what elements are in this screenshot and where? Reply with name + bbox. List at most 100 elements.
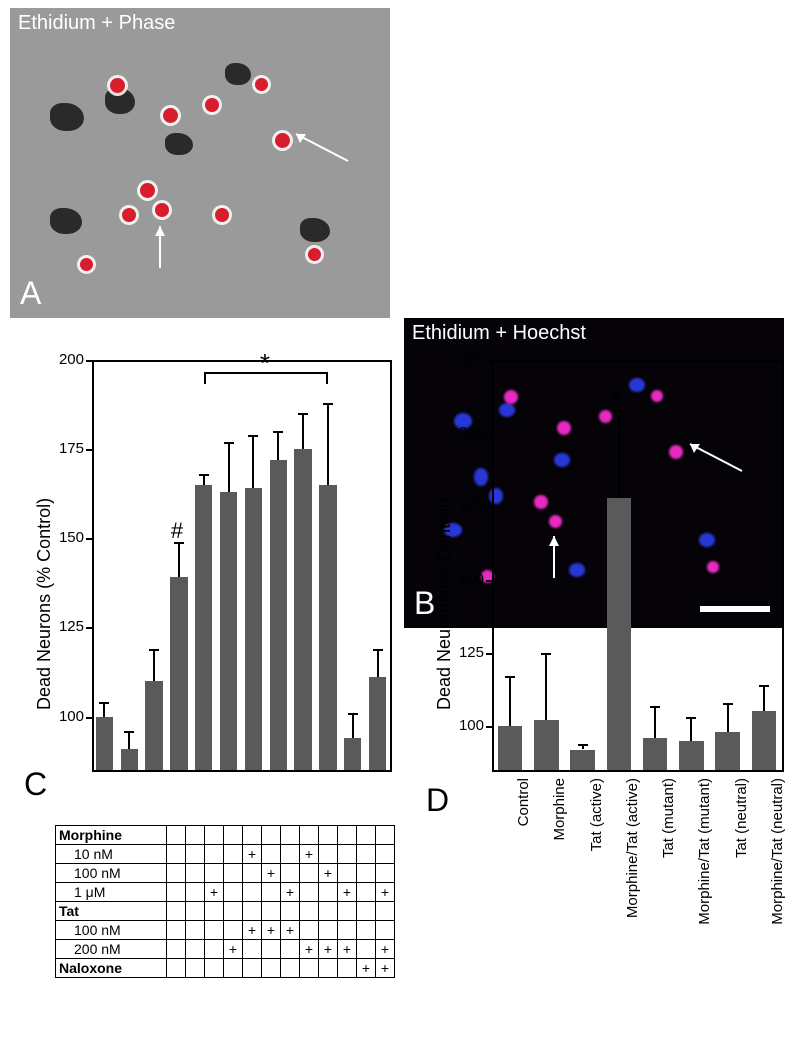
cond-cell	[186, 940, 205, 959]
neuron	[50, 103, 84, 131]
bar	[643, 738, 668, 770]
cond-cell: +	[262, 864, 281, 883]
cond-cell	[357, 864, 376, 883]
cond-cell	[167, 883, 186, 902]
ytick-label: 200	[448, 424, 484, 441]
ethidium-dot	[80, 258, 93, 271]
sig-mark: *	[611, 382, 622, 414]
cond-cell	[167, 921, 186, 940]
cond-cell	[319, 959, 338, 978]
cond-cell	[205, 921, 224, 940]
bar	[245, 488, 262, 770]
panel-c-chart: 100125150175200Dead Neurons (% Control)#…	[20, 350, 395, 790]
cond-cell	[186, 921, 205, 940]
neuron	[50, 208, 82, 234]
cond-cell	[167, 864, 186, 883]
condition-table: Morphine10 nM++100 nM++1 μM++++Tat100 nM…	[55, 825, 395, 978]
ytick-label: 100	[448, 717, 484, 734]
y-axis-label: Dead Neurons (% Control)	[434, 498, 455, 710]
cond-cell: +	[319, 864, 338, 883]
cond-cell: +	[300, 940, 319, 959]
cond-cell	[357, 921, 376, 940]
panel-letter: D	[426, 782, 449, 819]
cond-cell: +	[224, 940, 243, 959]
cond-cell	[186, 845, 205, 864]
cond-cell	[243, 883, 262, 902]
xtick-label: Morphine/Tat (active)	[624, 778, 641, 978]
bar	[498, 726, 523, 770]
bar	[534, 720, 559, 770]
cond-cell	[376, 921, 395, 940]
ethidium-dot	[140, 183, 155, 198]
cond-cell	[300, 921, 319, 940]
cond-cell	[338, 959, 357, 978]
panel-b-label: Ethidium + Hoechst	[412, 322, 586, 345]
cond-cell	[281, 864, 300, 883]
cond-cell	[357, 940, 376, 959]
cond-cell	[167, 959, 186, 978]
cond-row-label: 10 nM	[56, 845, 167, 864]
ytick-label: 100	[48, 708, 84, 725]
cond-cell	[262, 845, 281, 864]
neuron	[165, 133, 193, 155]
cond-cell	[281, 940, 300, 959]
cond-cell: +	[376, 940, 395, 959]
cond-cell: +	[243, 921, 262, 940]
bar	[294, 449, 311, 770]
ytick-label: 200	[48, 351, 84, 368]
cond-cell	[338, 845, 357, 864]
cond-cell	[167, 940, 186, 959]
cond-row-label: 100 nM	[56, 864, 167, 883]
cond-row-label: Morphine	[56, 826, 167, 845]
cond-cell: +	[376, 959, 395, 978]
ytick-label: 175	[48, 440, 84, 457]
ytick-label: 225	[448, 351, 484, 368]
xtick-label: Tat (mutant)	[660, 778, 677, 978]
cond-cell	[224, 864, 243, 883]
cond-cell	[262, 940, 281, 959]
panel-letter: A	[20, 275, 41, 312]
cond-cell	[300, 959, 319, 978]
xtick-label: Control	[515, 778, 532, 978]
panel-a: Ethidium + Phase A	[10, 8, 390, 318]
cond-row-label: Tat	[56, 902, 167, 921]
bar	[220, 492, 237, 770]
cond-cell	[376, 864, 395, 883]
ethidium-dot	[215, 208, 229, 222]
panel-d-chart: 100125150175200225Dead Neurons (% Contro…	[420, 350, 790, 790]
cond-cell	[338, 864, 357, 883]
cond-row-label: 200 nM	[56, 940, 167, 959]
sig-mark: *	[260, 348, 270, 379]
cond-cell: +	[319, 940, 338, 959]
bar	[570, 750, 595, 771]
arrow-icon	[288, 126, 358, 166]
ethidium-dot	[163, 108, 178, 123]
xtick-label: Tat (active)	[588, 778, 605, 978]
cond-cell	[300, 864, 319, 883]
cond-cell: +	[300, 845, 319, 864]
cond-cell	[224, 845, 243, 864]
bar	[170, 577, 187, 770]
xtick-label: Morphine	[551, 778, 568, 978]
cond-cell: +	[338, 940, 357, 959]
ethidium-dot	[122, 208, 136, 222]
ethidium-dot	[155, 203, 169, 217]
cond-cell	[205, 845, 224, 864]
bar	[679, 741, 704, 770]
cond-cell	[281, 959, 300, 978]
cond-cell	[338, 921, 357, 940]
cond-cell: +	[262, 921, 281, 940]
cond-cell: +	[281, 883, 300, 902]
cond-cell	[243, 864, 262, 883]
neuron	[300, 218, 330, 242]
cond-cell	[167, 845, 186, 864]
cond-cell	[300, 883, 319, 902]
cond-cell	[319, 883, 338, 902]
cond-cell	[224, 959, 243, 978]
ethidium-dot	[308, 248, 321, 261]
bar	[752, 711, 777, 770]
cond-cell	[262, 883, 281, 902]
cond-cell: +	[205, 883, 224, 902]
panel-letter: C	[24, 766, 47, 803]
bar	[270, 460, 287, 770]
